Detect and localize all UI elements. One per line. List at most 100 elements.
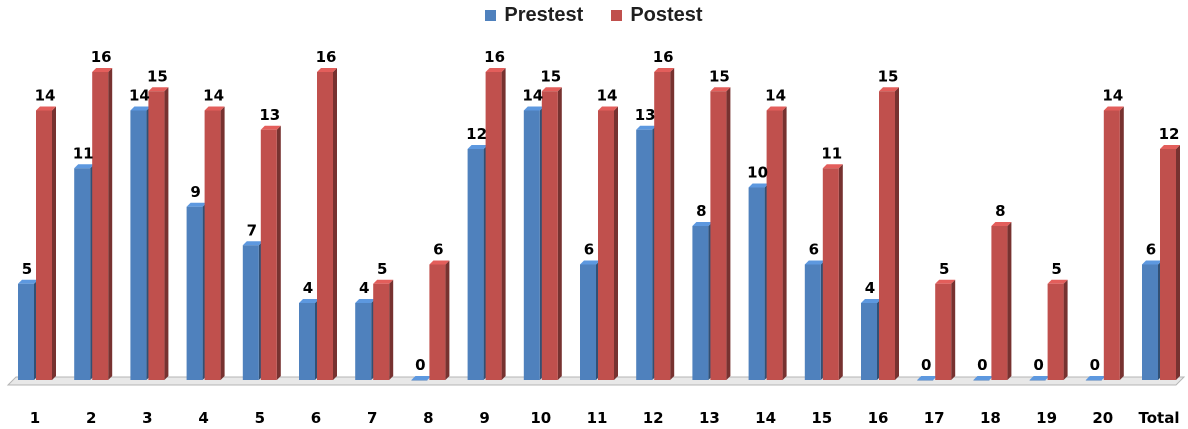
bar-side [389,279,394,380]
bar-prestest-10 [523,106,544,380]
x-tick-label: 17 [924,409,945,427]
bar-side [333,68,337,380]
bar-prestest-3 [130,106,151,380]
data-label: 14 [522,87,543,105]
bar-side [557,87,562,380]
bar-prestest-20 [1085,376,1106,381]
bar-postest-9 [485,68,506,380]
bar-side [501,68,506,380]
bar-front [935,283,952,380]
bar-front [1029,380,1046,381]
legend-label-prestest: Prestest [504,4,584,26]
bar-side [276,125,281,380]
bar-top [1160,145,1180,149]
bar-prestest-11 [580,260,600,380]
bar-front [74,168,91,380]
x-tick-label: 11 [587,409,608,427]
data-label: 16 [653,48,674,66]
data-label: 8 [696,202,706,220]
data-label: 14 [129,87,150,105]
x-tick-label: Total [1139,409,1180,427]
bar-side [1119,106,1124,380]
bar-top [935,279,956,284]
bar-top [204,106,225,111]
bar-top [917,376,938,380]
x-tick-label: 18 [980,409,1001,427]
bar-top [1142,260,1162,265]
bar-prestest-8 [411,376,432,381]
x-tick-label: 16 [868,409,889,427]
bar-side [782,106,787,380]
legend-swatch-prestest [485,10,497,21]
data-label: 0 [415,356,425,374]
bar-front [541,91,558,380]
bar-top [36,106,56,111]
bar-front [822,168,839,380]
x-tick-label: 7 [367,409,377,427]
bar-top [580,260,600,265]
x-tick-label: 5 [255,409,265,427]
bar-top [861,299,881,303]
bar-front [18,283,34,380]
bar-prestest-16 [861,299,881,380]
data-label: 14 [765,87,786,105]
bar-top [485,68,506,72]
bar-front [636,129,653,380]
bar-postest-6 [317,68,337,380]
data-label: 14 [597,87,618,105]
data-label: 4 [865,279,875,297]
bar-postest-14 [766,106,787,380]
bar-top [636,125,657,130]
bar-prestest-13 [692,222,713,380]
data-label: 5 [377,260,387,278]
bar-top [148,87,169,92]
bar-top [991,222,1012,226]
bar-top [879,87,899,92]
bar-side [726,87,731,380]
x-tick-label: 2 [86,409,96,427]
bar-top [804,260,825,265]
bar-prestest-19 [1029,376,1050,381]
bar-side [1063,279,1068,380]
bar-top [710,87,731,92]
data-label: 0 [1090,356,1100,374]
bar-prestest-15 [804,260,825,380]
bar-side [951,279,956,380]
bars [18,68,1180,381]
bar-postest-19 [1047,279,1068,380]
bar-front [598,110,614,380]
bar-prestest-18 [973,376,994,381]
bar-prestest-9 [467,145,488,380]
bar-top [467,145,488,149]
bar-top [523,106,544,111]
legend-item-prestest: Prestest [485,4,583,27]
bar-postest-1 [36,106,56,380]
x-tick-label: 6 [311,409,321,427]
bar-front [204,110,221,380]
bar-postest-16 [879,87,899,380]
bar-front [485,72,502,380]
bar-front [36,110,52,380]
data-label: 0 [1033,356,1043,374]
bar-prestest-total [1142,260,1162,380]
data-label: 16 [484,48,505,66]
bar-front [467,149,484,380]
bar-prestest-7 [355,299,376,380]
data-label: 0 [977,356,987,374]
data-label: 14 [35,87,56,105]
data-label: 14 [1102,87,1123,105]
bar-prestest-17 [917,376,938,381]
data-label: 13 [259,106,280,124]
data-label: 6 [809,241,819,259]
x-tick-label: 20 [1092,409,1113,427]
x-tick-label: 9 [479,409,489,427]
bar-front [130,110,147,380]
bar-top [973,376,994,380]
bar-top [130,106,151,111]
bar-side [445,260,450,380]
bar-side [52,106,56,380]
bar-prestest-14 [748,183,769,380]
bar-side [220,106,225,380]
bar-top [92,68,113,72]
